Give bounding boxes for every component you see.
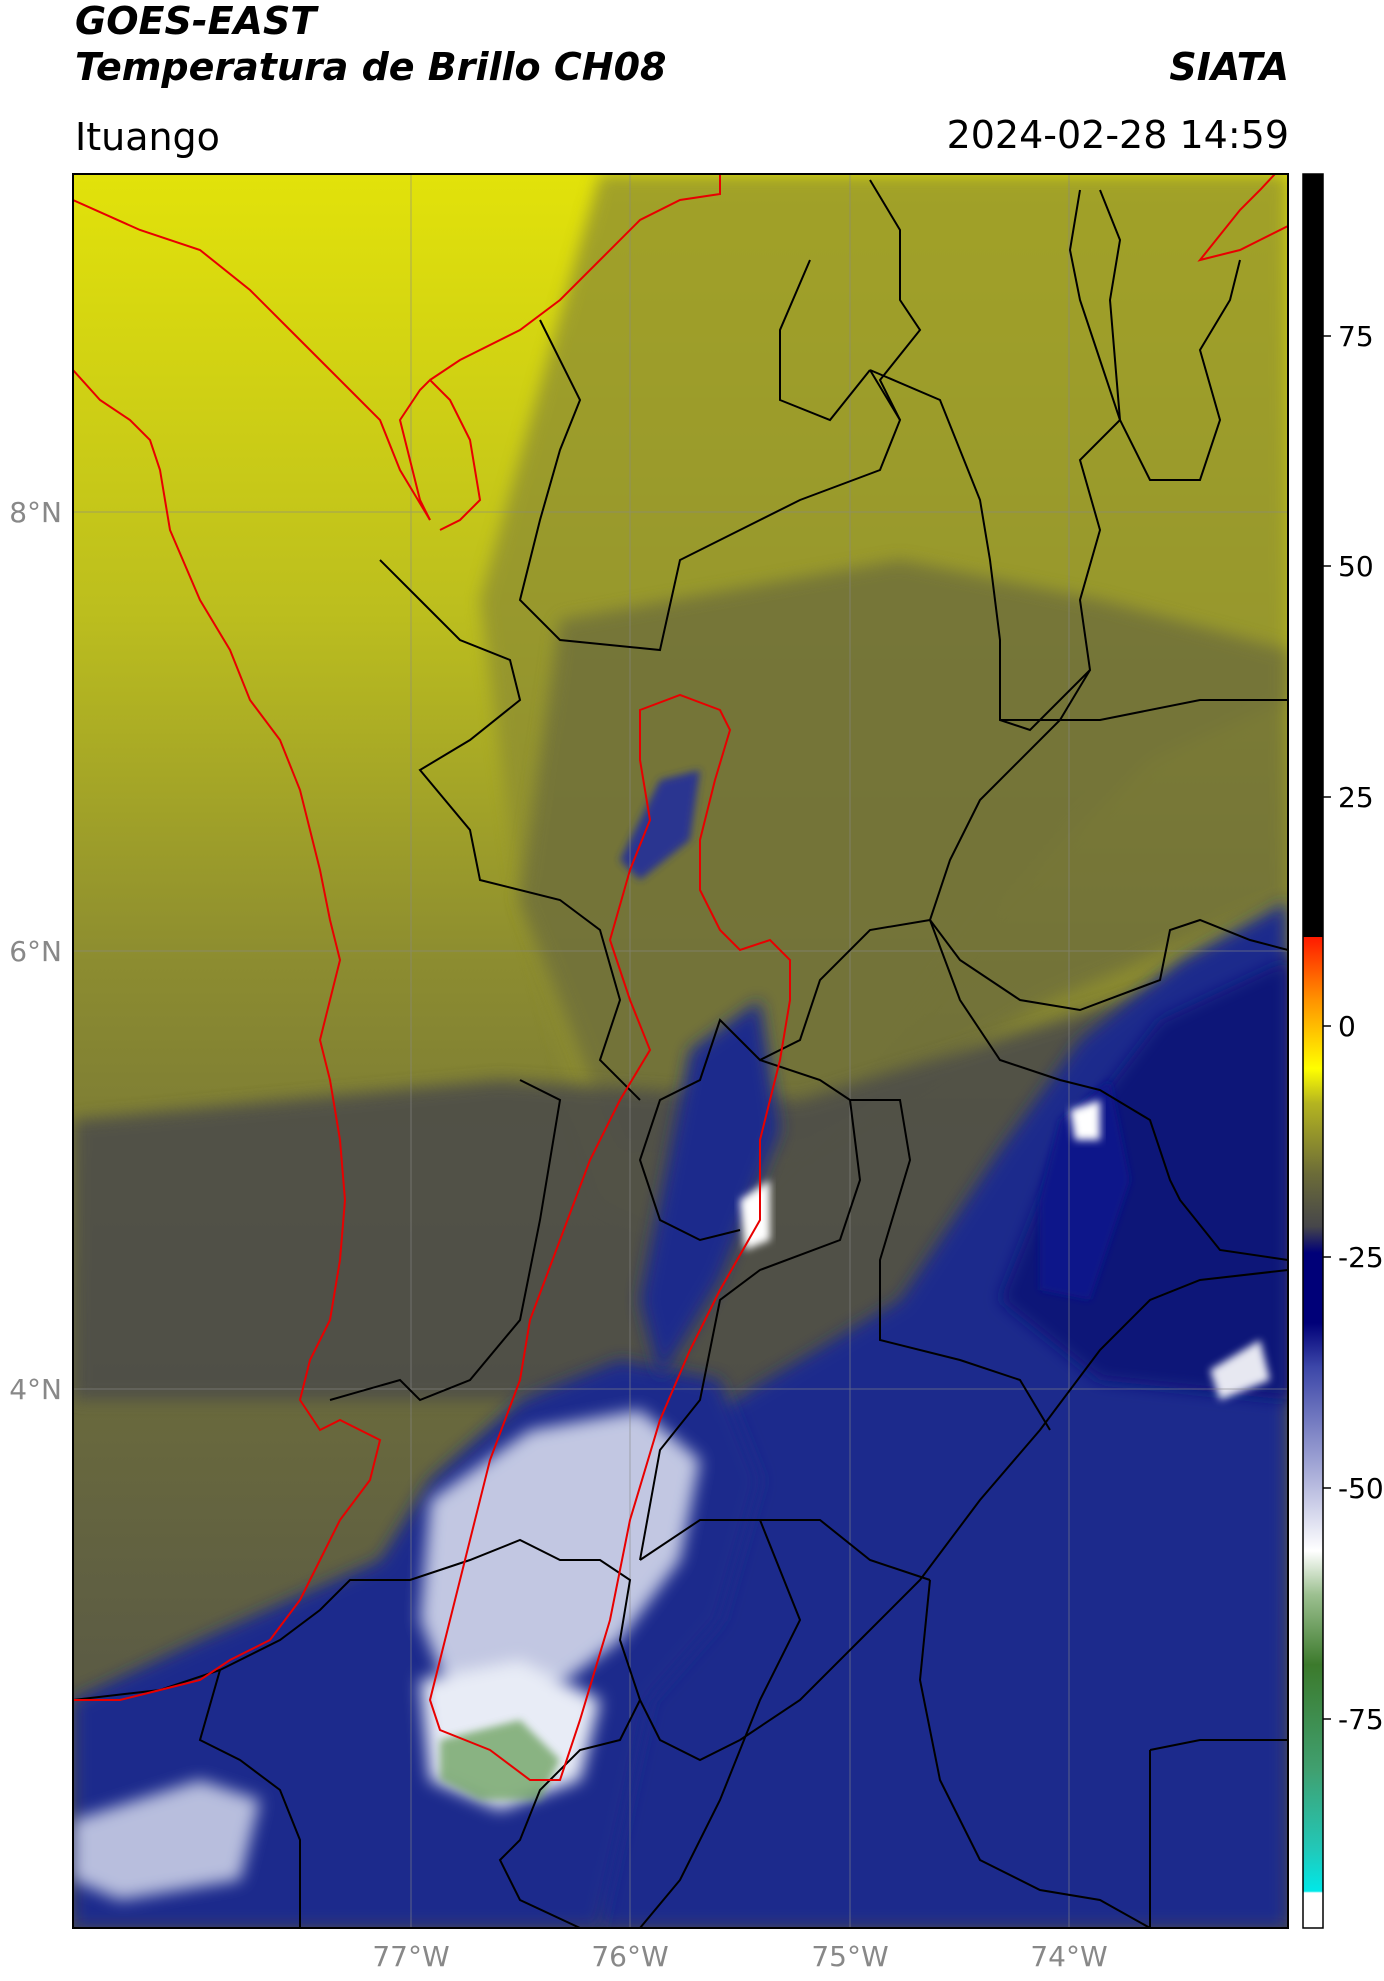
colorbar-tick-0: 0 <box>1338 1010 1356 1043</box>
colorbar: 75 50 25 0 -25 -50 -75 <box>1302 173 1384 1929</box>
lon-label-74w: 74°W <box>1030 1940 1107 1973</box>
colorbar-tick-minus25: -25 <box>1338 1241 1384 1274</box>
region-label: Ituango <box>75 115 220 159</box>
colorbar-tick-75: 75 <box>1338 320 1374 353</box>
colorbar-ramp <box>1302 173 1324 1929</box>
latitude-labels: 8°N 6°N 4°N <box>9 496 62 1406</box>
colorbar-tick-25: 25 <box>1338 781 1374 814</box>
organization-label: SIATA <box>1169 45 1289 89</box>
colorbar-tick-minus75: -75 <box>1338 1703 1384 1736</box>
colorbar-tick-50: 50 <box>1338 550 1374 583</box>
lat-label-6n: 6°N <box>9 935 62 968</box>
lon-label-76w: 76°W <box>591 1940 668 1973</box>
department-borders <box>73 179 1288 1928</box>
brightness-temperature-field <box>73 174 1288 1928</box>
lat-label-4n: 4°N <box>9 1373 62 1406</box>
lon-label-75w: 75°W <box>811 1940 888 1973</box>
longitude-labels: 77°W 76°W 75°W 74°W <box>372 1940 1107 1973</box>
datetime-label: 2024-02-28 14:59 <box>946 113 1289 157</box>
coastline <box>73 174 1288 1781</box>
graticule <box>73 174 1288 1928</box>
colorbar-tick-minus50: -50 <box>1338 1472 1384 1505</box>
map-frame <box>72 173 1289 1929</box>
title-product: Temperatura de Brillo CH08 <box>75 45 667 89</box>
title-satellite: GOES-EAST <box>75 0 317 43</box>
lon-label-77w: 77°W <box>372 1940 449 1973</box>
lat-label-8n: 8°N <box>9 496 62 529</box>
